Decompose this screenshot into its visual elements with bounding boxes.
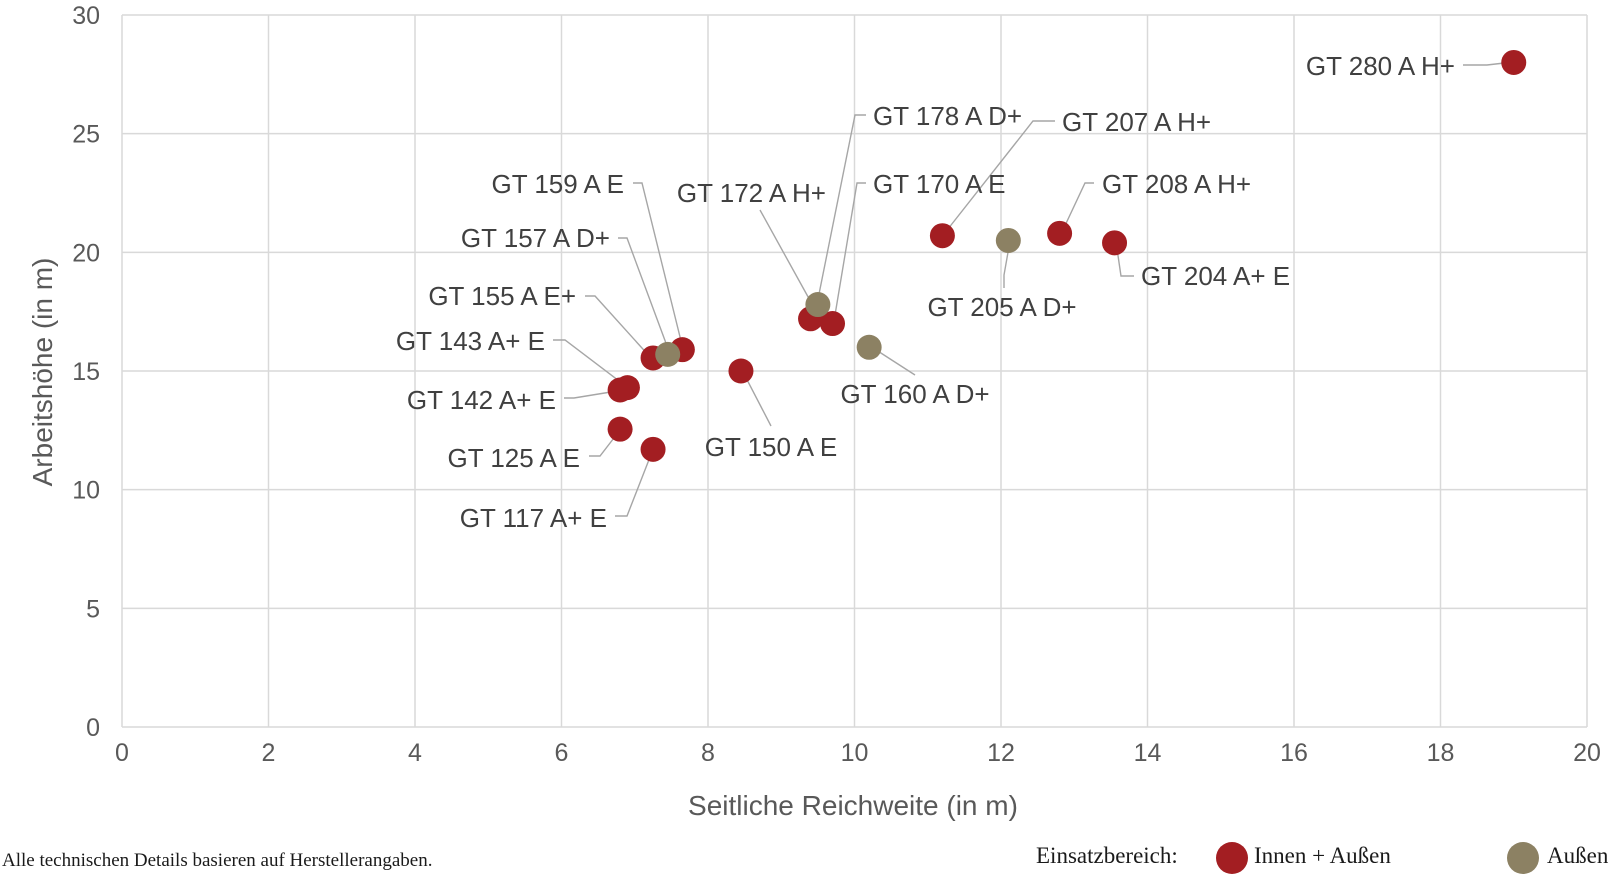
x-axis-title: Seitliche Reichweite (in m) <box>688 790 1018 821</box>
data-points <box>607 49 1527 462</box>
data-label-gt-117-aplus-e: GT 117 A+ E <box>460 503 607 533</box>
label-leader-lines <box>553 61 1514 517</box>
data-label-gt-159-a-e: GT 159 A E <box>491 169 624 199</box>
legend-swatch-aussen <box>1507 842 1539 874</box>
y-tick-label: 10 <box>72 477 100 505</box>
data-label-gt-178-a-dplus: GT 178 A D+ <box>873 101 1022 131</box>
point-gt-204-aplus-e <box>1102 230 1128 256</box>
data-label-gt-143-aplus-e: GT 143 A+ E <box>396 326 545 356</box>
x-tick-label: 12 <box>987 739 1015 767</box>
legend-label-innen-aussen: Innen + Außen <box>1254 843 1391 868</box>
x-tick-labels: 0 2 4 6 8 10 12 14 16 18 20 <box>115 739 1601 767</box>
leader-line-gt-157-a-dplus <box>618 237 671 355</box>
y-tick-label: 25 <box>72 121 100 149</box>
data-label-gt-280-a-hplus: GT 280 A H+ <box>1306 51 1455 81</box>
point-gt-125-a-e <box>607 416 633 442</box>
legend-title: Einsatzbereich: <box>1036 843 1178 868</box>
point-gt-280-a-hplus <box>1501 49 1527 75</box>
leader-line-gt-143-aplus-e <box>553 339 628 388</box>
point-gt-150-a-e <box>728 358 754 384</box>
data-label-gt-125-a-e: GT 125 A E <box>447 443 580 473</box>
footnote: Alle technischen Details basieren auf He… <box>2 850 432 871</box>
x-tick-label: 16 <box>1280 739 1308 767</box>
data-label-gt-170-a-e: GT 170 A E <box>873 169 1006 199</box>
leader-line-gt-125-a-e <box>589 433 618 457</box>
data-label-gt-155-a-eplus: GT 155 A E+ <box>428 281 576 311</box>
x-tick-label: 6 <box>555 739 569 767</box>
x-tick-label: 20 <box>1573 739 1601 767</box>
x-tick-label: 8 <box>701 739 715 767</box>
point-gt-142-aplus-e <box>607 377 633 403</box>
data-label-gt-157-a-dplus: GT 157 A D+ <box>461 223 610 253</box>
data-label-gt-208-a-hplus: GT 208 A H+ <box>1102 169 1251 199</box>
x-tick-label: 18 <box>1427 739 1455 767</box>
x-tick-label: 4 <box>408 739 422 767</box>
leader-line-gt-178-a-dplus <box>816 114 866 305</box>
point-gt-207-a-hplus <box>929 223 955 249</box>
y-tick-label: 5 <box>86 595 100 623</box>
legend-swatch-innen-aussen <box>1216 842 1248 874</box>
data-label-gt-207-a-hplus: GT 207 A H+ <box>1062 107 1211 137</box>
leader-line-gt-208-a-hplus <box>1061 182 1094 233</box>
x-tick-label: 2 <box>262 739 276 767</box>
gridlines <box>121 14 1588 728</box>
data-labels: GT 280 A H+ GT 207 A H+ GT 208 A H+ GT 204 … <box>396 51 1455 533</box>
point-gt-157-a-dplus <box>655 341 681 367</box>
y-axis-title: Arbeitshöhe (in m) <box>27 258 58 487</box>
leader-line-gt-170-a-e <box>833 182 866 322</box>
point-gt-178-a-dplus <box>805 292 831 318</box>
leader-line-gt-155-a-eplus <box>585 295 652 359</box>
point-gt-208-a-hplus <box>1047 220 1073 246</box>
point-gt-117-aplus-e <box>640 436 666 462</box>
leader-line-gt-159-a-e <box>633 182 684 350</box>
data-label-gt-150-a-e: GT 150 A E <box>705 432 838 462</box>
point-gt-170-a-e <box>820 311 846 337</box>
y-tick-label: 30 <box>72 2 100 30</box>
y-tick-label: 0 <box>86 714 100 742</box>
leader-line-gt-142-aplus-e <box>564 390 618 399</box>
y-tick-label: 20 <box>72 239 100 267</box>
point-gt-160-a-dplus <box>856 334 882 360</box>
leader-line-gt-172-a-hplus <box>759 209 813 305</box>
leader-line-gt-207-a-hplus <box>943 120 1055 235</box>
x-tick-label: 10 <box>841 739 869 767</box>
legend-label-aussen: Außen <box>1547 843 1609 868</box>
data-label-gt-160-a-dplus: GT 160 A D+ <box>840 379 989 409</box>
data-label-gt-204-aplus-e: GT 204 A+ E <box>1141 261 1290 291</box>
data-label-gt-142-aplus-e: GT 142 A+ E <box>407 385 556 415</box>
data-label-gt-172-a-hplus: GT 172 A H+ <box>677 178 826 208</box>
data-label-gt-205-a-dplus: GT 205 A D+ <box>927 292 1076 322</box>
y-tick-labels: 0 5 10 15 20 25 30 <box>72 2 100 742</box>
leader-line-gt-117-aplus-e <box>615 451 653 517</box>
point-gt-205-a-dplus <box>995 227 1021 253</box>
x-tick-label: 0 <box>115 739 129 767</box>
y-tick-label: 15 <box>72 358 100 386</box>
x-tick-label: 14 <box>1134 739 1162 767</box>
